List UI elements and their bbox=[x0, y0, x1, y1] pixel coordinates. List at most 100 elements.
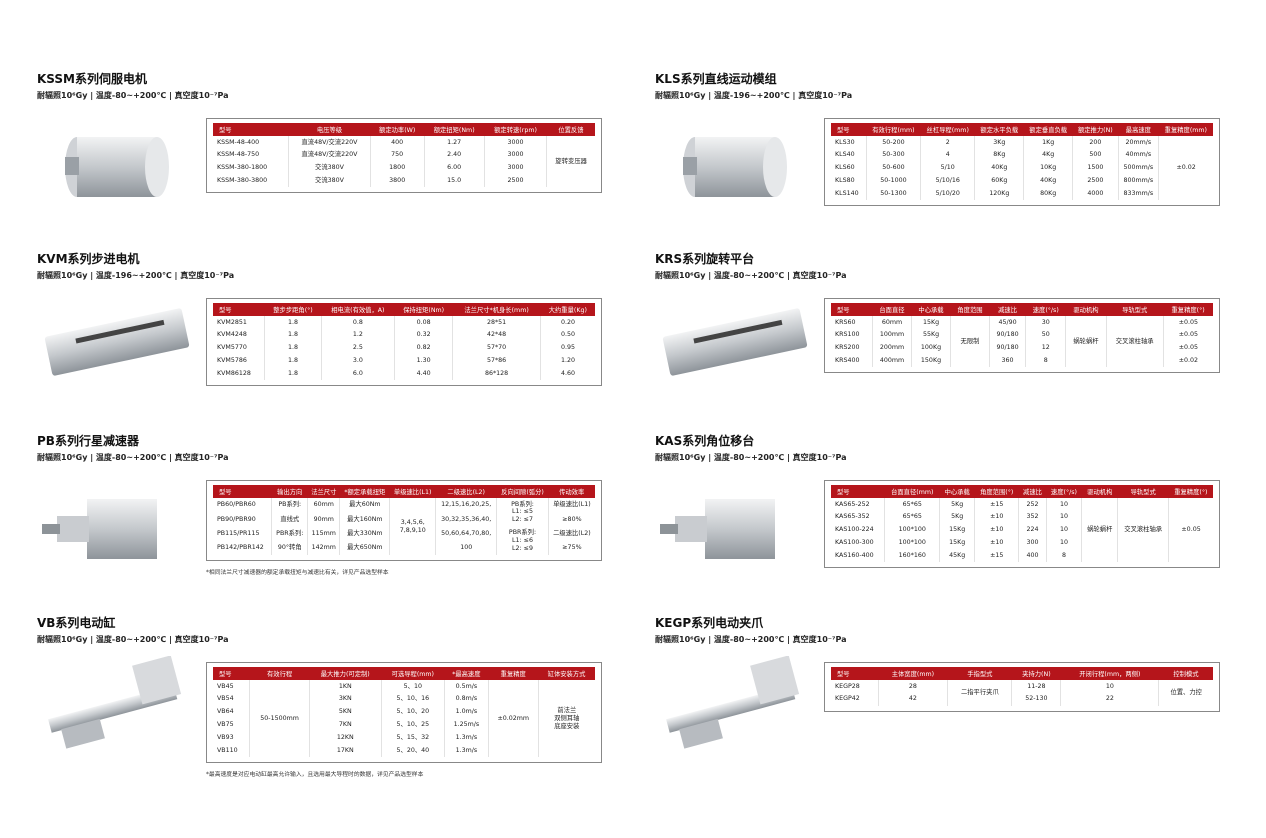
table-cell: 50-1500mm bbox=[249, 680, 310, 758]
table-cell: 2.5 bbox=[320, 341, 395, 355]
table-cell: PB142/PBR142 bbox=[217, 544, 264, 552]
table-row: KSSM-48-750 直流48V/交流220V 750 2.40 3000 bbox=[213, 148, 595, 162]
table-cell: ±0.05 bbox=[1162, 328, 1213, 342]
table-row: VB45 50-1500mm 1KN 5、10 0.5m/s ±0.02mm 前法兰 双侧耳… bbox=[213, 680, 595, 758]
section-title: KAS系列角位移台 bbox=[655, 434, 755, 448]
table-cell: 5/10 bbox=[920, 161, 975, 175]
table-cell: 65*65 bbox=[884, 510, 940, 524]
product-section: KRS系列旋转平台 耐辐照10⁶Gy | 温度-80~+200℃ | 真空度10⁻… bbox=[655, 250, 1230, 425]
table-cell: 50-1300 bbox=[865, 187, 921, 201]
spec-table-box: 型号 有效行程 最大推力(可定制) 可选导程(mm) *最高速度 重复精度 缸体安装方式 VB… bbox=[206, 662, 602, 764]
table-cell: 10 bbox=[1045, 498, 1082, 511]
spec-table-box: 型号 电压等级 额定功率(W) 额定扭矩(Nm) 额定转速(rpm) 位置反馈 KSSM-4… bbox=[206, 118, 602, 194]
header-cell: 驱动机构 bbox=[1065, 303, 1107, 316]
table-cell: ±0.05 bbox=[1168, 498, 1213, 563]
table-row: KRS400 400mm 150Kg 360 8 ±0.02 bbox=[831, 354, 1213, 368]
header-cell: 型号 bbox=[213, 303, 265, 316]
table-cell: KEGP42 bbox=[835, 695, 860, 703]
table-row: KAS65-252 65*65 5Kg ±15 252 10 蜗轮蜗杆 交叉滚柱轴承 ±0.05 bbox=[831, 498, 1213, 563]
table-cell: 224 bbox=[1018, 523, 1047, 537]
table-cell: KVM86128 bbox=[217, 369, 251, 377]
table-cell: 5、10 bbox=[380, 680, 445, 693]
table-cell: 交叉滚柱轴承 bbox=[1117, 498, 1169, 563]
table-row: PB60/PBR60 PB系列: 60mm 最大60Nm 3,4,5,6, 7,8,9,… bbox=[213, 498, 595, 556]
table-cell: 500mm/s bbox=[1117, 161, 1159, 175]
table-cell: 7KN bbox=[308, 718, 382, 732]
table-cell: 蜗轮蜗杆 bbox=[1065, 316, 1107, 368]
section-subtitle: 耐辐照10⁶Gy | 温度-196~+200℃ | 真空度10⁻⁷Pa bbox=[37, 271, 235, 280]
header-cell: 速度(°/s) bbox=[1025, 303, 1066, 316]
table-cell: 90/180 bbox=[988, 341, 1026, 355]
header-cell: 电压等级 bbox=[288, 123, 371, 136]
header-cell: 相电流(有效值，A) bbox=[321, 303, 395, 316]
footnote: *最高速度是对应电动缸最高允许输入，且选用最大导程时的数据，详见产品选型样本 bbox=[206, 772, 424, 778]
table-cell: 60mm bbox=[871, 316, 912, 329]
table-cell: 55Kg bbox=[911, 328, 951, 342]
header-row: 型号 台面直径 中心承载 角度范围 减速比 速度(°/s) 驱动机构 导轨型式 重复精度(°) bbox=[831, 303, 1213, 316]
header-cell: 额定转速(rpm) bbox=[484, 123, 547, 136]
table-cell: 45/90 bbox=[988, 316, 1026, 329]
table-cell: VB64 bbox=[217, 708, 234, 716]
spec-table-box: 型号 整步步距角(°) 相电流(有效值，A) 保持扭矩(Nm) 法兰尺寸*机身长(mm)… bbox=[206, 298, 602, 387]
table-cell: VB45 bbox=[217, 682, 234, 690]
table-cell: KLS30 bbox=[835, 138, 855, 146]
header-cell: 整步步距角(°) bbox=[264, 303, 322, 316]
header-cell: 型号 bbox=[213, 667, 250, 680]
table-cell: 3KN bbox=[308, 692, 382, 706]
table-cell: 150Kg bbox=[911, 354, 951, 368]
table-cell: KLS60 bbox=[835, 164, 855, 172]
table-row: KLS60 50-600 5/10 40Kg 10Kg 1500 500mm/s bbox=[831, 161, 1213, 175]
table-cell: KSSM-380-1800 bbox=[217, 164, 268, 172]
table-cell: 旋转变压器 bbox=[546, 136, 595, 188]
table-cell: 30 bbox=[1025, 316, 1066, 329]
table-cell: 15Kg bbox=[939, 536, 975, 550]
table-cell: 100*100 bbox=[884, 536, 940, 550]
table-cell: 2500 bbox=[1072, 174, 1119, 188]
table-cell: ≥80% bbox=[547, 512, 595, 527]
table-cell: 二指平行夹爪 bbox=[947, 680, 1012, 706]
table-cell: KLS140 bbox=[835, 189, 859, 197]
table-row: KVM86128 1.8 6.0 4.40 86*128 4.60 bbox=[213, 367, 595, 381]
table-cell: 200 bbox=[1072, 136, 1119, 149]
table-cell: 42 bbox=[877, 692, 948, 706]
table-cell: 1.3m/s bbox=[443, 744, 489, 758]
table-cell: ±10 bbox=[974, 523, 1019, 537]
section-subtitle: 耐辐照10⁶Gy | 温度-196~+200℃ | 真空度10⁻⁷Pa bbox=[655, 91, 853, 100]
product-image bbox=[666, 655, 800, 749]
product-image-box bbox=[37, 655, 197, 756]
header-cell: 二级速比(L2) bbox=[435, 485, 497, 498]
table-cell: 0.82 bbox=[394, 341, 453, 355]
table-cell: 800mm/s bbox=[1117, 174, 1159, 188]
header-cell: 额定水平负载 bbox=[974, 123, 1024, 136]
product-section: PB系列行星减速器 耐辐照10⁶Gy | 温度-80~+200℃ | 真空度10⁻… bbox=[37, 432, 612, 607]
header-cell: 重复精度(°) bbox=[1163, 303, 1213, 316]
header-cell: 额定功率(W) bbox=[370, 123, 425, 136]
header-cell: 位置反馈 bbox=[546, 123, 595, 136]
product-section: KEGP系列电动夹爪 耐辐照10⁶Gy | 温度-80~+200℃ | 真空度10… bbox=[655, 614, 1230, 789]
section-subtitle: 耐辐照10⁶Gy | 温度-80~+200℃ | 真空度10⁻⁷Pa bbox=[37, 635, 229, 644]
table-cell: VB75 bbox=[217, 721, 234, 729]
table-cell: ±15 bbox=[974, 498, 1019, 511]
table-cell: KRS60 bbox=[835, 318, 856, 326]
product-image-box bbox=[655, 292, 815, 392]
table-cell: 300 bbox=[1018, 536, 1047, 550]
table-cell: KSSM-48-400 bbox=[217, 138, 260, 146]
table-cell: KRS100 bbox=[835, 331, 860, 339]
table-cell: 3000 bbox=[483, 148, 547, 162]
table-cell: 100mm bbox=[871, 328, 912, 342]
header-cell: 型号 bbox=[213, 123, 289, 136]
header-cell: 减速比 bbox=[1018, 485, 1047, 498]
table-cell: 二级速比(L2) bbox=[547, 526, 595, 541]
table-cell: KAS65-252 bbox=[835, 500, 870, 508]
table-cell: ±0.02 bbox=[1162, 354, 1213, 368]
footnote: *相同法兰尺寸减速器的额定承载扭矩与减速比有关，详见产品选型样本 bbox=[206, 570, 389, 576]
header-cell: 法兰尺寸*机身长(mm) bbox=[452, 303, 541, 316]
table-cell: 单级速比(L1) bbox=[547, 498, 595, 513]
table-cell: PBR系列: L1: ≤6 L2: ≤9 bbox=[496, 526, 549, 556]
table-cell: 3Kg bbox=[974, 136, 1024, 149]
table-cell: 360 bbox=[988, 354, 1026, 368]
table-cell: 15.0 bbox=[423, 174, 485, 188]
table-cell: PB115/PR115 bbox=[217, 529, 260, 537]
table-cell: KAS100-300 bbox=[835, 539, 874, 547]
